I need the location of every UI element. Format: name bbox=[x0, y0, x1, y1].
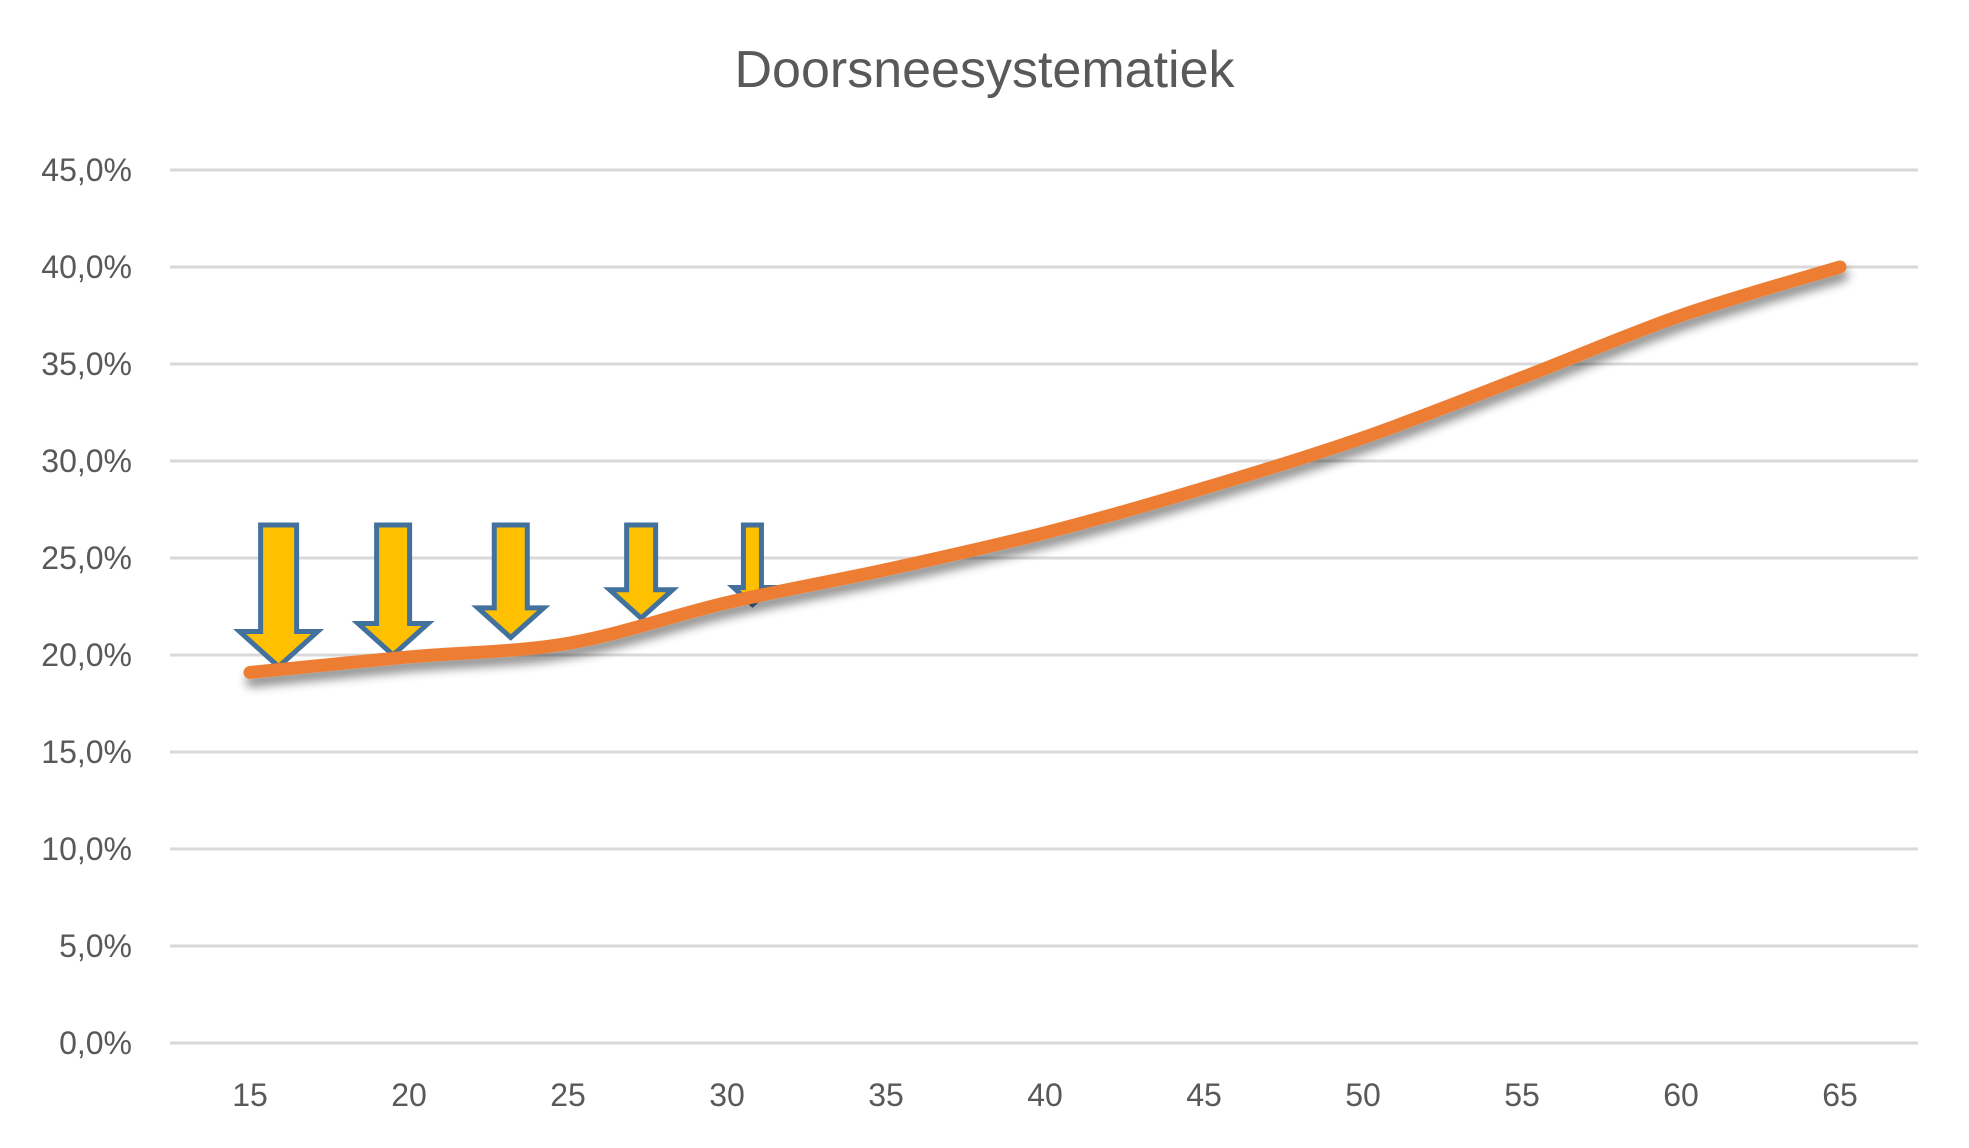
x-tick-label: 30 bbox=[709, 1077, 745, 1113]
y-axis-labels: 0,0% 5,0% 10,0% 15,0% 20,0% 25,0% 30,0% 35,0% 40… bbox=[41, 152, 132, 1061]
x-tick-label: 20 bbox=[391, 1077, 427, 1113]
down-arrow-icon bbox=[351, 522, 435, 659]
y-tick-label: 15,0% bbox=[41, 734, 132, 770]
y-tick-label: 30,0% bbox=[41, 443, 132, 479]
x-tick-label: 40 bbox=[1027, 1077, 1063, 1113]
x-tick-label: 60 bbox=[1663, 1077, 1699, 1113]
down-arrow-icon bbox=[603, 522, 680, 622]
y-tick-label: 5,0% bbox=[59, 928, 132, 964]
chart-title: Doorsneesystematiek bbox=[734, 41, 1235, 99]
x-tick-label: 50 bbox=[1345, 1077, 1381, 1113]
y-tick-label: 20,0% bbox=[41, 637, 132, 673]
down-arrow-icon bbox=[471, 522, 551, 641]
y-tick-label: 10,0% bbox=[41, 831, 132, 867]
y-tick-label: 40,0% bbox=[41, 249, 132, 285]
y-tick-label: 45,0% bbox=[41, 152, 132, 188]
y-tick-label: 25,0% bbox=[41, 540, 132, 576]
x-axis-labels: 15 20 25 30 35 40 45 50 55 60 65 bbox=[232, 1077, 1858, 1113]
x-tick-label: 55 bbox=[1504, 1077, 1540, 1113]
x-tick-label: 15 bbox=[232, 1077, 268, 1113]
x-tick-label: 35 bbox=[868, 1077, 904, 1113]
series-line bbox=[243, 260, 1847, 679]
series-line-orange bbox=[243, 260, 1847, 679]
down-arrow-icon bbox=[233, 522, 325, 671]
y-tick-label: 0,0% bbox=[59, 1025, 132, 1061]
x-tick-label: 45 bbox=[1186, 1077, 1222, 1113]
down-arrow-annotations bbox=[233, 522, 778, 671]
y-tick-label: 35,0% bbox=[41, 346, 132, 382]
x-tick-label: 65 bbox=[1822, 1077, 1858, 1113]
x-tick-label: 25 bbox=[550, 1077, 586, 1113]
gridlines bbox=[170, 168, 1918, 1045]
